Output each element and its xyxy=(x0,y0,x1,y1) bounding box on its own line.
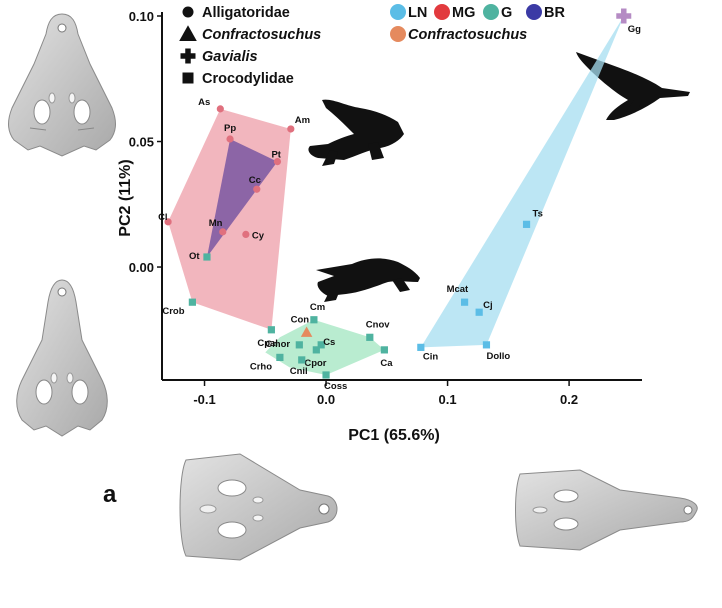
legend-label-confractosuchus: Confractosuchus xyxy=(202,27,321,43)
data-point-am xyxy=(287,125,295,133)
hull-br xyxy=(207,139,278,257)
point-label-am: Am xyxy=(295,115,310,126)
data-point-cmor xyxy=(295,341,303,349)
color-legend-swatch-mg xyxy=(434,4,450,20)
gavialis-silhouette xyxy=(576,52,690,120)
point-label-cc: Cc xyxy=(249,175,261,186)
data-point-as xyxy=(216,105,224,113)
color-legend-label-g: G xyxy=(501,5,512,21)
point-label-cnov: Cnov xyxy=(366,319,390,330)
point-label-cmor: Cmor xyxy=(265,339,290,350)
point-label-as: As xyxy=(198,97,210,108)
data-point-con xyxy=(300,326,313,337)
data-point-ca xyxy=(380,346,388,354)
legend-label-gavialis: Gavialis xyxy=(202,49,258,65)
data-point-cc xyxy=(253,185,261,193)
hull-layer xyxy=(168,16,624,375)
x-tick-label: 0.1 xyxy=(439,392,457,407)
data-point-coss xyxy=(322,371,330,379)
point-label-coss: Coss xyxy=(324,381,347,392)
point-label-pp: Pp xyxy=(224,123,236,134)
point-label-ca: Ca xyxy=(380,358,393,369)
point-label-con: Con xyxy=(291,314,310,325)
legend-symbol-alligatoridae xyxy=(182,6,194,18)
x-ticks: -0.1 0.0 0.1 0.2 xyxy=(193,380,578,407)
skull-lateral-bottom-right xyxy=(515,469,698,551)
color-legend-swatch-g xyxy=(483,4,499,20)
data-point-cin xyxy=(417,343,425,351)
y-tick-label: 0.10 xyxy=(129,9,154,24)
data-point-cm xyxy=(310,316,318,324)
x-axis-title: PC1 (65.6%) xyxy=(348,427,440,444)
point-label-cin: Cin xyxy=(423,351,439,362)
point-label-cl: Cl xyxy=(158,212,168,223)
point-label-cpor: Cpor xyxy=(304,358,326,369)
color-legend-label-ln: LN xyxy=(408,5,427,21)
point-label-ts: Ts xyxy=(533,208,543,219)
data-point-cs xyxy=(317,341,325,349)
color-legend-swatch-br xyxy=(526,4,542,20)
point-label-cs: Cs xyxy=(323,337,335,348)
point-label-cy: Cy xyxy=(252,230,265,241)
y-ticks: 0.10 0.05 0.00 xyxy=(129,9,162,275)
panel-label: a xyxy=(103,481,117,508)
skull-lateral-bottom-center xyxy=(179,453,338,561)
color-legend-swatch-confractosuchus xyxy=(390,26,406,42)
data-point-crho xyxy=(276,353,284,362)
point-label-cnil: Cnil xyxy=(290,366,308,377)
point-label-mcat: Mcat xyxy=(447,284,469,295)
color-legend-label-br: BR xyxy=(544,5,565,21)
point-label-dollo: Dollo xyxy=(486,351,510,362)
data-point-ts xyxy=(522,220,531,228)
legend-label-alligatoridae: Alligatoridae xyxy=(202,5,290,21)
data-point-ot xyxy=(203,253,211,261)
x-tick-label: 0.2 xyxy=(560,392,578,407)
color-legend: LN MG G BR Confractosuchus xyxy=(390,4,565,43)
data-point-pp xyxy=(226,135,234,143)
y-axis-title: PC2 (11%) xyxy=(117,159,134,236)
data-point-mn xyxy=(219,228,227,236)
point-label-crho: Crho xyxy=(250,361,272,372)
point-label-cj: Cj xyxy=(483,300,493,311)
data-point-cy xyxy=(242,230,250,238)
data-point-gg xyxy=(616,8,632,24)
skull-dorsal-top-left xyxy=(8,13,116,157)
data-point-cpor xyxy=(312,346,320,354)
x-tick-label: 0.0 xyxy=(317,392,335,407)
legend-label-crocodylidae: Crocodylidae xyxy=(202,71,294,87)
point-label-cpal: Cpal xyxy=(257,338,278,349)
data-point-mcat xyxy=(460,298,469,306)
shape-legend: Alligatoridae Confractosuchus Gavialis Croc… xyxy=(179,5,321,87)
data-point-cpal xyxy=(267,326,275,334)
data-point-pt xyxy=(273,158,282,166)
data-point-cnov xyxy=(366,333,374,341)
color-legend-label-mg: MG xyxy=(452,5,475,21)
point-label-cm: Cm xyxy=(310,302,325,313)
data-point-dollo xyxy=(482,341,491,349)
point-label-ot: Ot xyxy=(189,251,200,262)
hull-g xyxy=(265,319,385,375)
data-point-cj xyxy=(475,308,483,316)
data-point-crob xyxy=(188,298,196,306)
y-tick-label: 0.05 xyxy=(129,135,154,150)
legend-symbol-confractosuchus xyxy=(179,25,197,42)
point-label-pt: Pt xyxy=(271,150,281,161)
y-tick-label: 0.00 xyxy=(129,260,154,275)
alligator-silhouette xyxy=(308,99,404,166)
x-tick-label: -0.1 xyxy=(193,392,215,407)
hull-ln xyxy=(420,16,624,348)
color-legend-swatch-ln xyxy=(390,4,406,20)
point-label-mn: Mn xyxy=(209,218,223,229)
legend-symbol-gavialis xyxy=(180,48,196,64)
data-point-cl xyxy=(164,218,172,226)
skull-dorsal-mid-left xyxy=(16,279,108,437)
legend-symbol-crocodylidae xyxy=(182,72,194,84)
point-label-gg: Gg xyxy=(628,24,641,35)
data-point-cnil xyxy=(298,356,306,364)
color-legend-label-confractosuchus: Confractosuchus xyxy=(408,27,527,43)
point-label-crob: Crob xyxy=(162,306,184,317)
crocodile-silhouette xyxy=(316,258,420,302)
